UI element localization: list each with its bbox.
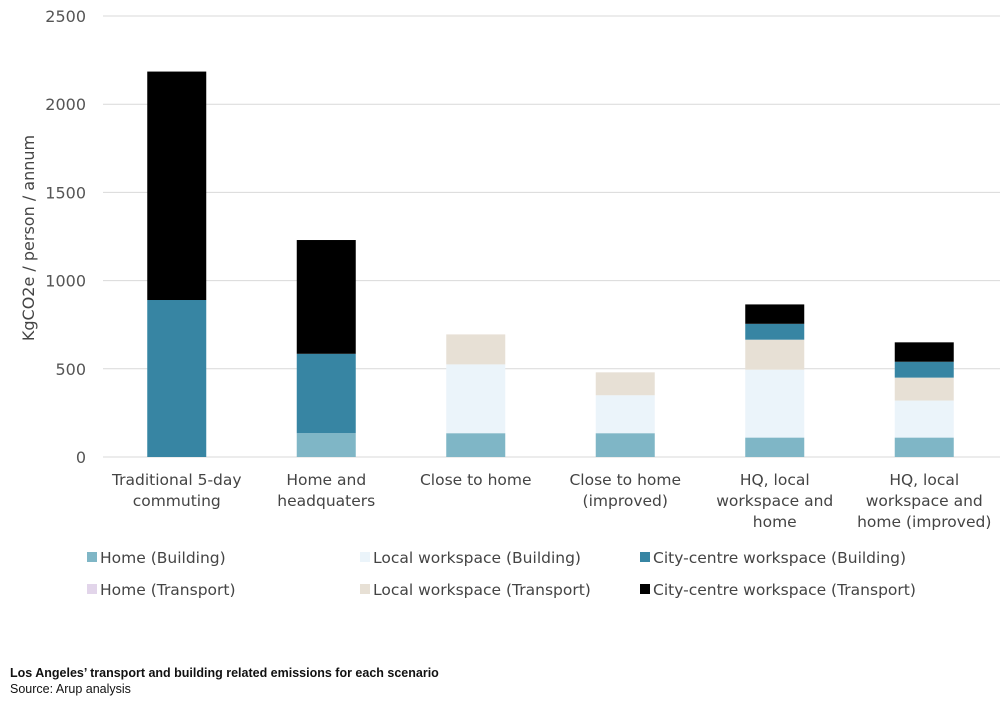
bar-segment — [745, 339, 805, 370]
legend-swatch — [360, 584, 370, 594]
y-axis-label: KgCO2e / person / annum — [19, 135, 38, 341]
legend: Home (Building) Local workspace (Building… — [87, 549, 916, 599]
bar-segment — [446, 433, 506, 457]
legend-entry: City-centre workspace (Building) — [653, 549, 906, 567]
grid-lines — [103, 15, 1000, 458]
y-tick-label: 1500 — [45, 183, 86, 202]
x-category-label: HQ, local — [740, 471, 810, 489]
x-category-label: Home and — [286, 471, 366, 489]
y-tick-label: 1000 — [45, 272, 86, 291]
legend-entry: Local workspace (Transport) — [373, 581, 591, 599]
x-category-label: home (improved) — [857, 513, 991, 531]
legend-entry: Home (Transport) — [100, 581, 236, 599]
x-category-label: commuting — [133, 492, 221, 510]
legend-swatch — [640, 584, 650, 594]
bar-segment — [745, 323, 805, 340]
x-category-label: headquaters — [277, 492, 375, 510]
bar-segment — [745, 304, 805, 324]
legend-entry: Local workspace (Building) — [373, 549, 581, 567]
y-tick-label: 500 — [55, 360, 86, 379]
legend-swatch — [87, 584, 97, 594]
bar-segment — [446, 364, 506, 434]
x-category-label: workspace and — [716, 492, 833, 510]
bar-segment — [745, 369, 805, 438]
caption-title: Los Angeles’ transport and building rela… — [10, 666, 439, 680]
bar-segment — [296, 353, 356, 434]
x-category-label: Close to home — [420, 471, 532, 489]
legend-entry: City-centre workspace (Transport) — [653, 581, 916, 599]
bars — [147, 71, 954, 457]
bar-segment — [894, 377, 954, 401]
legend-swatch — [87, 552, 97, 562]
legend-entry: Home (Building) — [100, 549, 226, 567]
bar-segment — [894, 361, 954, 378]
bar-segment — [595, 372, 655, 396]
bar-segment — [745, 437, 805, 457]
bar-segment — [446, 334, 506, 365]
legend-swatch — [640, 552, 650, 562]
y-tick-label: 2500 — [45, 7, 86, 26]
bar-segment — [147, 71, 207, 301]
bar-segment — [595, 395, 655, 434]
bar-segment — [296, 240, 356, 354]
bar-segment — [296, 433, 356, 457]
x-category-label: (improved) — [583, 492, 668, 510]
y-tick-label: 2000 — [45, 95, 86, 114]
bar-segment — [147, 300, 207, 457]
y-axis-ticks: 0 500 1000 1500 2000 2500 — [45, 7, 86, 467]
x-axis-category-labels: Traditional 5-day commuting Home and headqu… — [111, 471, 991, 531]
x-category-label: HQ, local — [889, 471, 959, 489]
bar-segment — [894, 437, 954, 457]
bar-segment — [595, 433, 655, 457]
x-category-label: workspace and — [866, 492, 983, 510]
caption-source: Source: Arup analysis — [10, 682, 131, 696]
x-category-label: home — [753, 513, 797, 531]
bar-segment — [894, 342, 954, 362]
bar-segment — [894, 400, 954, 438]
legend-swatch — [360, 552, 370, 562]
x-category-label: Traditional 5-day — [111, 471, 242, 489]
y-tick-label: 0 — [76, 448, 86, 467]
x-category-label: Close to home — [569, 471, 681, 489]
